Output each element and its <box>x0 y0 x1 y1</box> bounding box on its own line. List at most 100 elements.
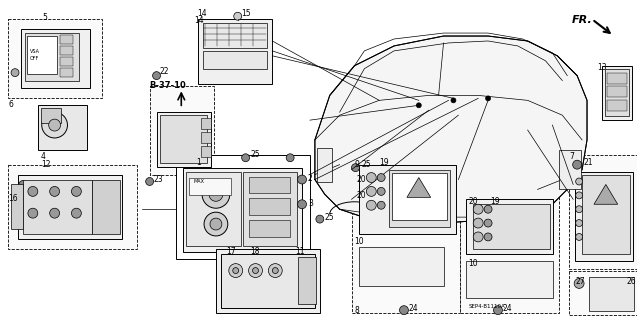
Bar <box>569 271 637 315</box>
Circle shape <box>377 174 385 182</box>
Bar <box>607 100 627 111</box>
Bar <box>248 220 290 237</box>
Text: 10: 10 <box>468 259 478 268</box>
Bar <box>27 36 56 74</box>
Circle shape <box>19 181 27 189</box>
Bar <box>198 19 273 84</box>
Circle shape <box>484 205 492 213</box>
Circle shape <box>204 212 228 236</box>
Bar <box>201 132 211 143</box>
Bar <box>150 85 214 174</box>
Circle shape <box>473 218 483 228</box>
Bar <box>11 184 23 229</box>
Bar <box>60 35 74 44</box>
Circle shape <box>50 208 60 218</box>
Bar <box>467 199 554 254</box>
Bar <box>41 108 61 123</box>
Bar <box>21 29 90 88</box>
Bar <box>248 176 290 193</box>
Circle shape <box>575 206 582 213</box>
Circle shape <box>146 178 154 185</box>
Circle shape <box>248 263 262 278</box>
Bar <box>589 277 634 311</box>
Circle shape <box>298 175 307 184</box>
Text: 1: 1 <box>196 158 201 167</box>
Text: 27: 27 <box>575 277 585 286</box>
Circle shape <box>273 268 278 273</box>
Bar <box>569 155 637 269</box>
Bar <box>360 247 444 286</box>
Text: 24: 24 <box>409 304 419 313</box>
Circle shape <box>493 306 502 315</box>
Circle shape <box>473 204 483 214</box>
Circle shape <box>152 72 161 79</box>
Text: 2: 2 <box>308 174 313 182</box>
Bar <box>467 261 554 298</box>
Bar <box>317 148 332 182</box>
Bar <box>221 254 315 308</box>
Bar <box>351 155 460 313</box>
Bar <box>177 155 310 259</box>
Circle shape <box>242 154 250 162</box>
Text: 20: 20 <box>356 191 366 200</box>
Bar <box>203 23 268 48</box>
Text: 23: 23 <box>154 174 163 183</box>
Text: 18: 18 <box>251 247 260 256</box>
Circle shape <box>228 263 243 278</box>
Text: 10: 10 <box>355 237 364 246</box>
Text: 25: 25 <box>251 150 260 159</box>
Text: 19: 19 <box>490 197 500 206</box>
Bar <box>389 170 451 227</box>
Bar <box>60 57 74 66</box>
Circle shape <box>377 201 385 209</box>
Text: OFF: OFF <box>30 56 39 61</box>
Circle shape <box>234 12 242 20</box>
Text: 16: 16 <box>8 194 18 204</box>
Circle shape <box>50 186 60 197</box>
Polygon shape <box>407 178 431 197</box>
Text: 14: 14 <box>197 9 207 18</box>
Bar <box>392 173 447 220</box>
Bar <box>216 249 320 313</box>
Circle shape <box>253 268 259 273</box>
Bar <box>460 194 559 313</box>
Circle shape <box>399 306 408 315</box>
Bar <box>92 180 120 234</box>
Circle shape <box>49 119 61 131</box>
Text: MAX: MAX <box>193 179 204 183</box>
Bar <box>60 46 74 55</box>
Text: 7: 7 <box>569 152 574 161</box>
Circle shape <box>575 178 582 185</box>
Circle shape <box>42 112 67 138</box>
Bar <box>8 19 102 98</box>
Circle shape <box>366 173 376 182</box>
Text: 13: 13 <box>597 63 607 72</box>
Bar <box>605 69 628 116</box>
Bar <box>559 150 581 189</box>
Circle shape <box>316 215 324 223</box>
Bar <box>248 198 290 215</box>
Text: 21: 21 <box>583 158 593 167</box>
Text: 20: 20 <box>356 174 366 183</box>
Circle shape <box>573 160 582 169</box>
Circle shape <box>417 103 421 108</box>
Bar <box>25 33 79 81</box>
Text: 9: 9 <box>355 160 359 169</box>
Circle shape <box>366 186 376 197</box>
Text: 26: 26 <box>627 277 636 286</box>
Text: SEP4-B1110A: SEP4-B1110A <box>468 304 505 309</box>
Text: 14: 14 <box>194 16 204 25</box>
Text: 22: 22 <box>159 67 169 76</box>
Text: 19: 19 <box>380 158 389 167</box>
Polygon shape <box>594 184 618 204</box>
Circle shape <box>11 69 19 77</box>
Text: 20: 20 <box>468 197 478 206</box>
Text: 3: 3 <box>308 199 313 208</box>
Text: B-37-10: B-37-10 <box>150 81 186 90</box>
Bar <box>183 168 302 252</box>
Text: 24: 24 <box>503 304 513 313</box>
Bar <box>203 51 268 69</box>
Circle shape <box>575 234 582 241</box>
Bar <box>18 174 122 239</box>
Circle shape <box>298 200 307 209</box>
